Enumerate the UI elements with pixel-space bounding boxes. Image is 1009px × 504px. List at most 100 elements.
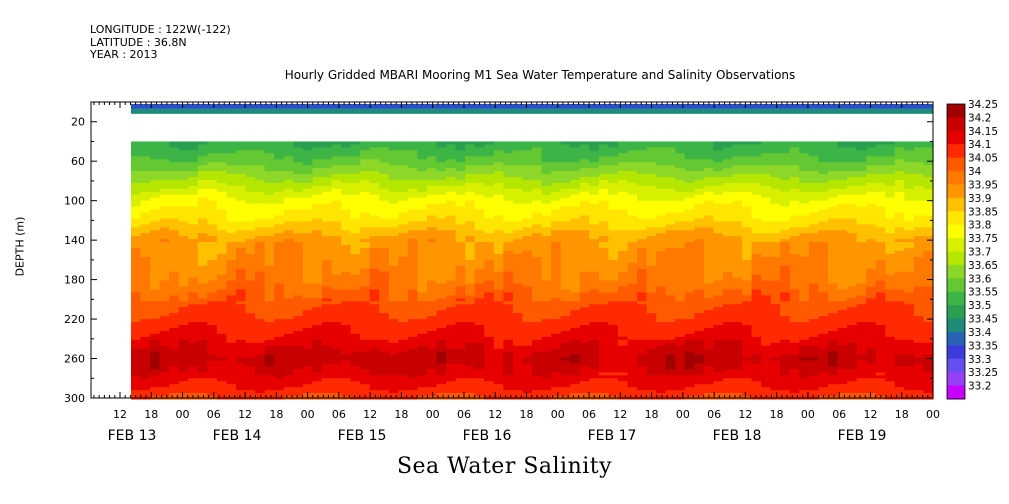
heatmap-cell	[532, 250, 543, 255]
heatmap-cell	[274, 345, 285, 350]
heatmap-cell	[407, 144, 419, 148]
heatmap-cell	[522, 336, 533, 341]
heatmap-cell	[551, 141, 562, 146]
heatmap-cell	[407, 171, 419, 175]
heatmap-cell	[341, 381, 352, 385]
heatmap-cell	[656, 245, 667, 249]
heatmap-cell	[131, 393, 142, 397]
heatmap-cell	[407, 248, 419, 252]
heatmap-cell	[302, 280, 314, 285]
heatmap-cell	[293, 295, 304, 299]
heatmap-cell	[360, 363, 371, 368]
heatmap-cell	[426, 330, 438, 335]
heatmap-cell	[541, 176, 552, 181]
heatmap-cell	[637, 342, 648, 347]
heatmap-cell	[484, 265, 495, 270]
heatmap-cell	[178, 351, 189, 356]
heatmap-cell	[264, 256, 275, 261]
heatmap-cell	[216, 381, 228, 385]
heatmap-cell	[484, 289, 495, 294]
heatmap-cell	[216, 221, 228, 225]
heatmap-cell	[140, 313, 151, 317]
heatmap-cell	[369, 316, 380, 320]
heatmap-cell	[321, 262, 333, 267]
heatmap-cell	[274, 363, 285, 368]
heatmap-cell	[417, 253, 428, 258]
heatmap-cell	[216, 185, 228, 190]
heatmap-cell	[627, 330, 638, 335]
heatmap-cell	[312, 191, 323, 196]
heatmap-cell	[360, 345, 371, 350]
heatmap-cell	[589, 168, 600, 172]
heatmap-cell	[608, 224, 619, 228]
heatmap-cell	[551, 301, 562, 305]
heatmap-cell	[493, 179, 504, 184]
heatmap-cell	[131, 200, 142, 205]
surface-band-2	[131, 108, 933, 114]
heatmap-cell	[140, 277, 151, 282]
heatmap-cell	[188, 209, 199, 214]
heatmap-cell	[360, 248, 371, 252]
heatmap-cell	[188, 262, 199, 267]
heatmap-cell	[551, 171, 562, 175]
heatmap-cell	[379, 250, 390, 255]
heatmap-cell	[264, 224, 275, 228]
heatmap-cell	[532, 375, 543, 379]
heatmap-cell	[216, 259, 228, 264]
heatmap-cell	[560, 194, 571, 199]
heatmap-cell	[551, 248, 562, 252]
heatmap-cell	[656, 387, 667, 391]
heatmap-cell	[465, 387, 476, 391]
heatmap-cell	[512, 182, 524, 187]
heatmap-cell	[608, 147, 619, 151]
heatmap-cell	[484, 206, 495, 211]
heatmap-cell	[503, 387, 514, 391]
heatmap-cell	[312, 292, 323, 296]
heatmap-cell	[140, 268, 151, 273]
heatmap-cell	[159, 351, 170, 356]
heatmap-cell	[188, 253, 199, 258]
heatmap-cell	[570, 227, 581, 231]
heatmap-cell	[255, 200, 266, 205]
heatmap-cell	[446, 304, 457, 308]
heatmap-cell	[264, 188, 275, 193]
heatmap-cell	[188, 369, 199, 373]
heatmap-cell	[207, 174, 218, 178]
heatmap-cell	[551, 369, 562, 373]
heatmap-cell	[407, 384, 419, 388]
heatmap-cell	[350, 351, 361, 356]
heatmap-cell	[637, 327, 648, 332]
heatmap-cell	[178, 221, 189, 225]
heatmap-cell	[140, 354, 151, 359]
heatmap-cell	[360, 393, 371, 397]
heatmap-cell	[379, 310, 390, 314]
heatmap-cell	[360, 348, 371, 353]
heatmap-cell	[188, 197, 199, 202]
heatmap-cell	[455, 313, 466, 317]
heatmap-cell	[197, 144, 208, 148]
heatmap-cell	[570, 322, 581, 326]
heatmap-cell	[226, 327, 237, 332]
heatmap-cell	[541, 153, 552, 157]
heatmap-cell	[388, 322, 399, 326]
heatmap-cell	[522, 230, 533, 234]
heatmap-cell	[589, 165, 600, 169]
heatmap-cell	[474, 191, 485, 196]
heatmap-cell	[589, 372, 600, 376]
heatmap-cell	[131, 248, 142, 252]
heatmap-cell	[637, 393, 648, 397]
heatmap-cell	[503, 363, 514, 368]
heatmap-cell	[608, 313, 619, 317]
heatmap-cell	[512, 316, 524, 320]
heatmap-cell	[197, 165, 208, 169]
heatmap-cell	[570, 188, 581, 193]
heatmap-cell	[255, 171, 266, 175]
heatmap-cell	[570, 283, 581, 288]
heatmap-cell	[312, 360, 323, 365]
heatmap-cell	[274, 381, 285, 385]
heatmap-cell	[551, 194, 562, 199]
heatmap-cell	[350, 310, 361, 314]
heatmap-cell	[216, 360, 228, 365]
heatmap-cell	[617, 319, 629, 323]
heatmap-cell	[512, 274, 524, 279]
